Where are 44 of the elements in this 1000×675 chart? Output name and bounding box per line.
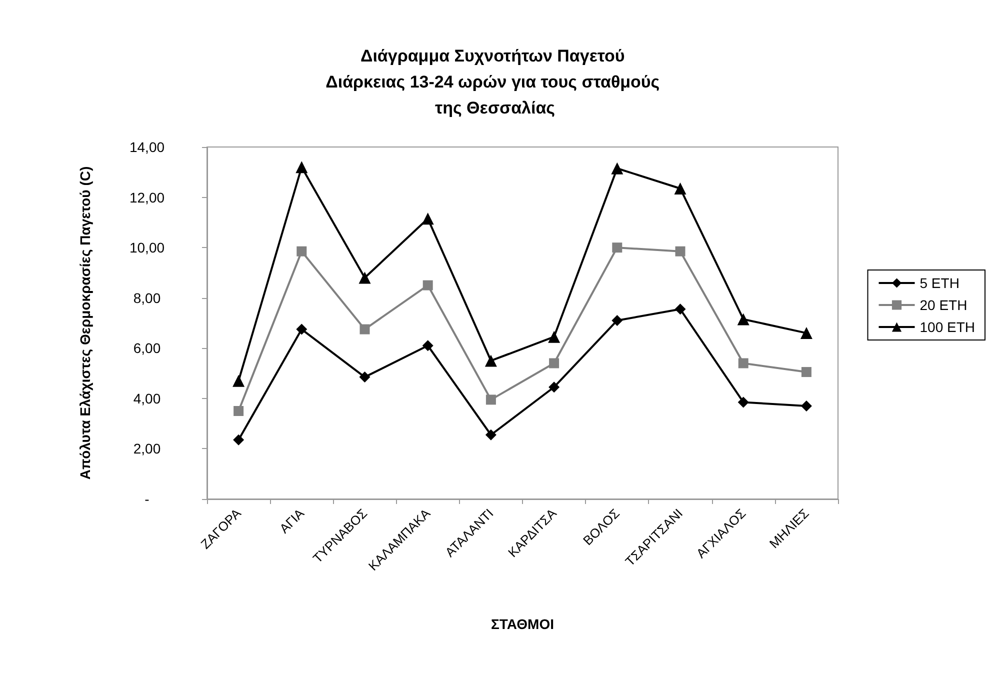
point — [358, 272, 371, 284]
y-axis-title: Απόλυτα Ελάχιστες Θερμοκρασίες Παγετού (C) — [77, 166, 93, 480]
point — [548, 330, 560, 343]
point — [611, 162, 624, 174]
point — [674, 304, 686, 315]
point — [296, 246, 307, 256]
point — [675, 246, 686, 256]
point — [486, 394, 496, 405]
point — [485, 429, 496, 440]
point — [800, 327, 812, 340]
y-tick-label: 14,00 — [129, 139, 165, 155]
point — [800, 400, 812, 412]
point — [738, 358, 748, 368]
point — [738, 396, 749, 408]
point — [612, 242, 622, 253]
y-tick-label: - — [144, 491, 150, 507]
x-axis-title: ΣΤΑΘΜΟΙ — [491, 616, 554, 632]
y-tick-label: 10,00 — [129, 240, 165, 256]
legend-label: 20 ETH — [920, 297, 968, 313]
point — [233, 434, 244, 446]
point — [360, 324, 370, 334]
point — [484, 354, 497, 367]
y-tick-label: 4,00 — [133, 390, 161, 406]
chart-title: Διάγραμμα Συχνοτήτων Παγετού Διάρκειας 13-24 ωρών για τους σταθμούς της Θεσσαλίας — [326, 46, 664, 118]
point — [548, 382, 560, 393]
point — [422, 340, 434, 352]
point — [737, 313, 750, 326]
point — [232, 374, 245, 387]
point — [422, 212, 434, 225]
y-tick-label: 2,00 — [133, 440, 161, 457]
point — [674, 182, 686, 194]
point — [359, 372, 370, 383]
y-tick-label: 12,00 — [129, 189, 165, 206]
point — [612, 314, 623, 326]
point — [296, 324, 308, 335]
y-tick-label: 8,00 — [133, 290, 161, 306]
legend-label: 100 ETH — [920, 319, 975, 335]
y-tick-label: 6,00 — [133, 340, 161, 356]
point — [801, 367, 812, 378]
legend-label: 5 ETH — [920, 275, 960, 291]
point — [422, 280, 433, 290]
point — [549, 358, 560, 368]
point — [234, 406, 244, 416]
point — [296, 161, 308, 174]
